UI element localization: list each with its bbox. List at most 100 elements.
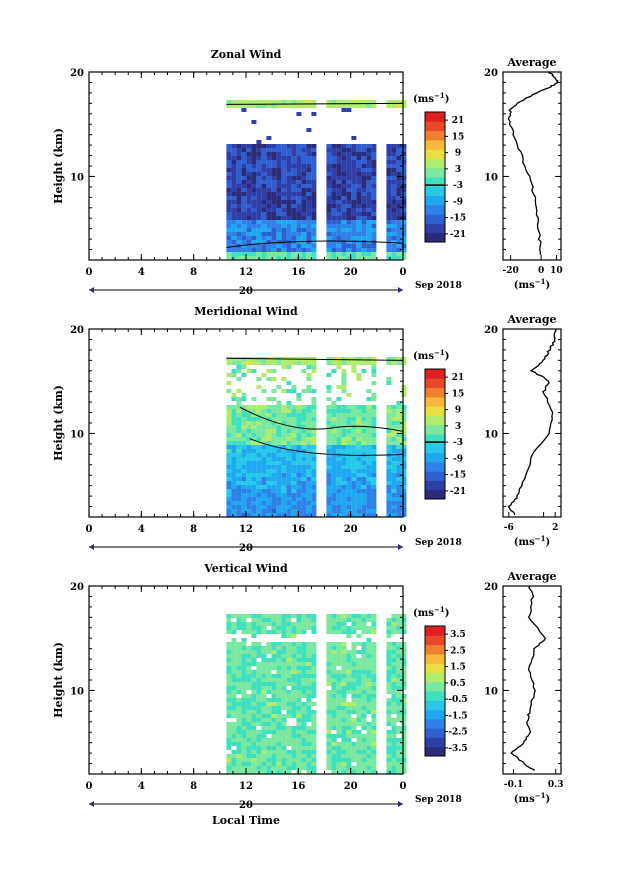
heatmap-cell: [271, 377, 277, 381]
heatmap-cell: [306, 216, 312, 220]
heatmap-cell: [351, 505, 357, 509]
heatmap-cell: [261, 184, 267, 188]
heatmap-cell: [336, 509, 342, 513]
heatmap-cell: [256, 650, 262, 654]
heatmap-cell: [326, 160, 332, 164]
heatmap-cell: [241, 256, 247, 260]
heatmap-cell: [291, 702, 297, 706]
heatmap-cell: [336, 762, 342, 766]
heatmap-cell: [226, 381, 232, 385]
heatmap-cell: [386, 461, 392, 465]
heatmap-cell: [401, 204, 407, 208]
heatmap-cell: [361, 509, 367, 513]
heatmap-cell: [341, 710, 347, 714]
heatmap-cell: [296, 770, 302, 774]
heatmap-cell: [331, 742, 337, 746]
heatmap-cell: [271, 642, 277, 646]
heatmap-cell: [326, 389, 332, 393]
heatmap-cell: [241, 766, 247, 770]
heatmap-cell: [401, 618, 407, 622]
heatmap-cell: [401, 232, 407, 236]
heatmap-cell: [266, 208, 272, 212]
heatmap-cell: [386, 148, 392, 152]
heatmap-cell: [246, 144, 252, 148]
heatmap-cell: [386, 433, 392, 437]
heatmap-cell: [336, 240, 342, 244]
heatmap-cell: [396, 240, 402, 244]
heatmap-cell: [276, 766, 282, 770]
heatmap-cell: [371, 650, 377, 654]
heatmap-cell: [301, 248, 307, 252]
heatmap-cell: [256, 457, 262, 461]
heatmap-cell: [341, 469, 347, 473]
heatmap-cell: [246, 746, 252, 750]
heatmap-cell: [226, 642, 232, 646]
heatmap-cell: [396, 445, 402, 449]
heatmap-cell: [401, 405, 407, 409]
heatmap-cell: [226, 730, 232, 734]
heatmap-cell: [391, 473, 397, 477]
heatmap-cell: [366, 706, 372, 710]
heatmap-cell: [401, 248, 407, 252]
heatmap-cell: [251, 433, 257, 437]
heatmap-cell: [226, 429, 232, 433]
heatmap-cell: [361, 144, 367, 148]
heatmap-cell: [276, 642, 282, 646]
heatmap-cell: [326, 417, 332, 421]
heatmap-cell: [341, 184, 347, 188]
heatmap-cell: [356, 477, 362, 481]
colorbar-tick-label: 3: [455, 422, 461, 432]
heatmap-cell: [361, 630, 367, 634]
heatmap-cell: [231, 670, 237, 674]
heatmap-cell: [231, 505, 237, 509]
heatmap-cell: [351, 690, 357, 694]
heatmap-cell: [281, 674, 287, 678]
heatmap-cell: [266, 762, 272, 766]
heatmap-cell: [251, 216, 257, 220]
heatmap-cell: [386, 654, 392, 658]
heatmap-cell: [386, 409, 392, 413]
heatmap-cell: [391, 224, 397, 228]
heatmap-cell: [291, 674, 297, 678]
heatmap-cell: [231, 180, 237, 184]
heatmap-cell: [241, 160, 247, 164]
heatmap-cell: [361, 228, 367, 232]
heatmap-cell: [261, 433, 267, 437]
heatmap-cell: [266, 746, 272, 750]
heatmap-cell: [276, 686, 282, 690]
heatmap-cell: [396, 405, 402, 409]
heatmap-cell: [356, 425, 362, 429]
heatmap-cell: [351, 766, 357, 770]
heatmap-cell: [281, 690, 287, 694]
heatmap-cell: [361, 686, 367, 690]
heatmap-cell: [341, 678, 347, 682]
heatmap-cell: [386, 766, 392, 770]
heatmap-cell: [236, 642, 242, 646]
heatmap-cell: [371, 148, 377, 152]
heatmap-cell: [301, 730, 307, 734]
heatmap-cell: [371, 429, 377, 433]
heatmap-cell: [286, 208, 292, 212]
heatmap-cell: [281, 481, 287, 485]
heatmap-cell: [366, 200, 372, 204]
heatmap-cell: [351, 485, 357, 489]
heatmap-cell: [296, 477, 302, 481]
heatmap-cell: [301, 433, 307, 437]
heatmap-cell: [256, 626, 262, 630]
heatmap-cell: [306, 449, 312, 453]
heatmap-cell: [281, 429, 287, 433]
heatmap-cell: [241, 417, 247, 421]
heatmap-cell: [271, 682, 277, 686]
heatmap-cell: [271, 505, 277, 509]
heatmap-cell: [281, 758, 287, 762]
heatmap-cell: [391, 614, 397, 618]
heatmap-cell: [386, 758, 392, 762]
heatmap-cell: [286, 212, 292, 216]
heatmap-cell: [301, 746, 307, 750]
heatmap-cell: [301, 180, 307, 184]
heatmap-cell: [346, 738, 352, 742]
heatmap-cell: [386, 658, 392, 662]
heatmap-cell: [371, 509, 377, 513]
heatmap-cell: [261, 465, 267, 469]
heatmap-cell: [311, 714, 317, 718]
